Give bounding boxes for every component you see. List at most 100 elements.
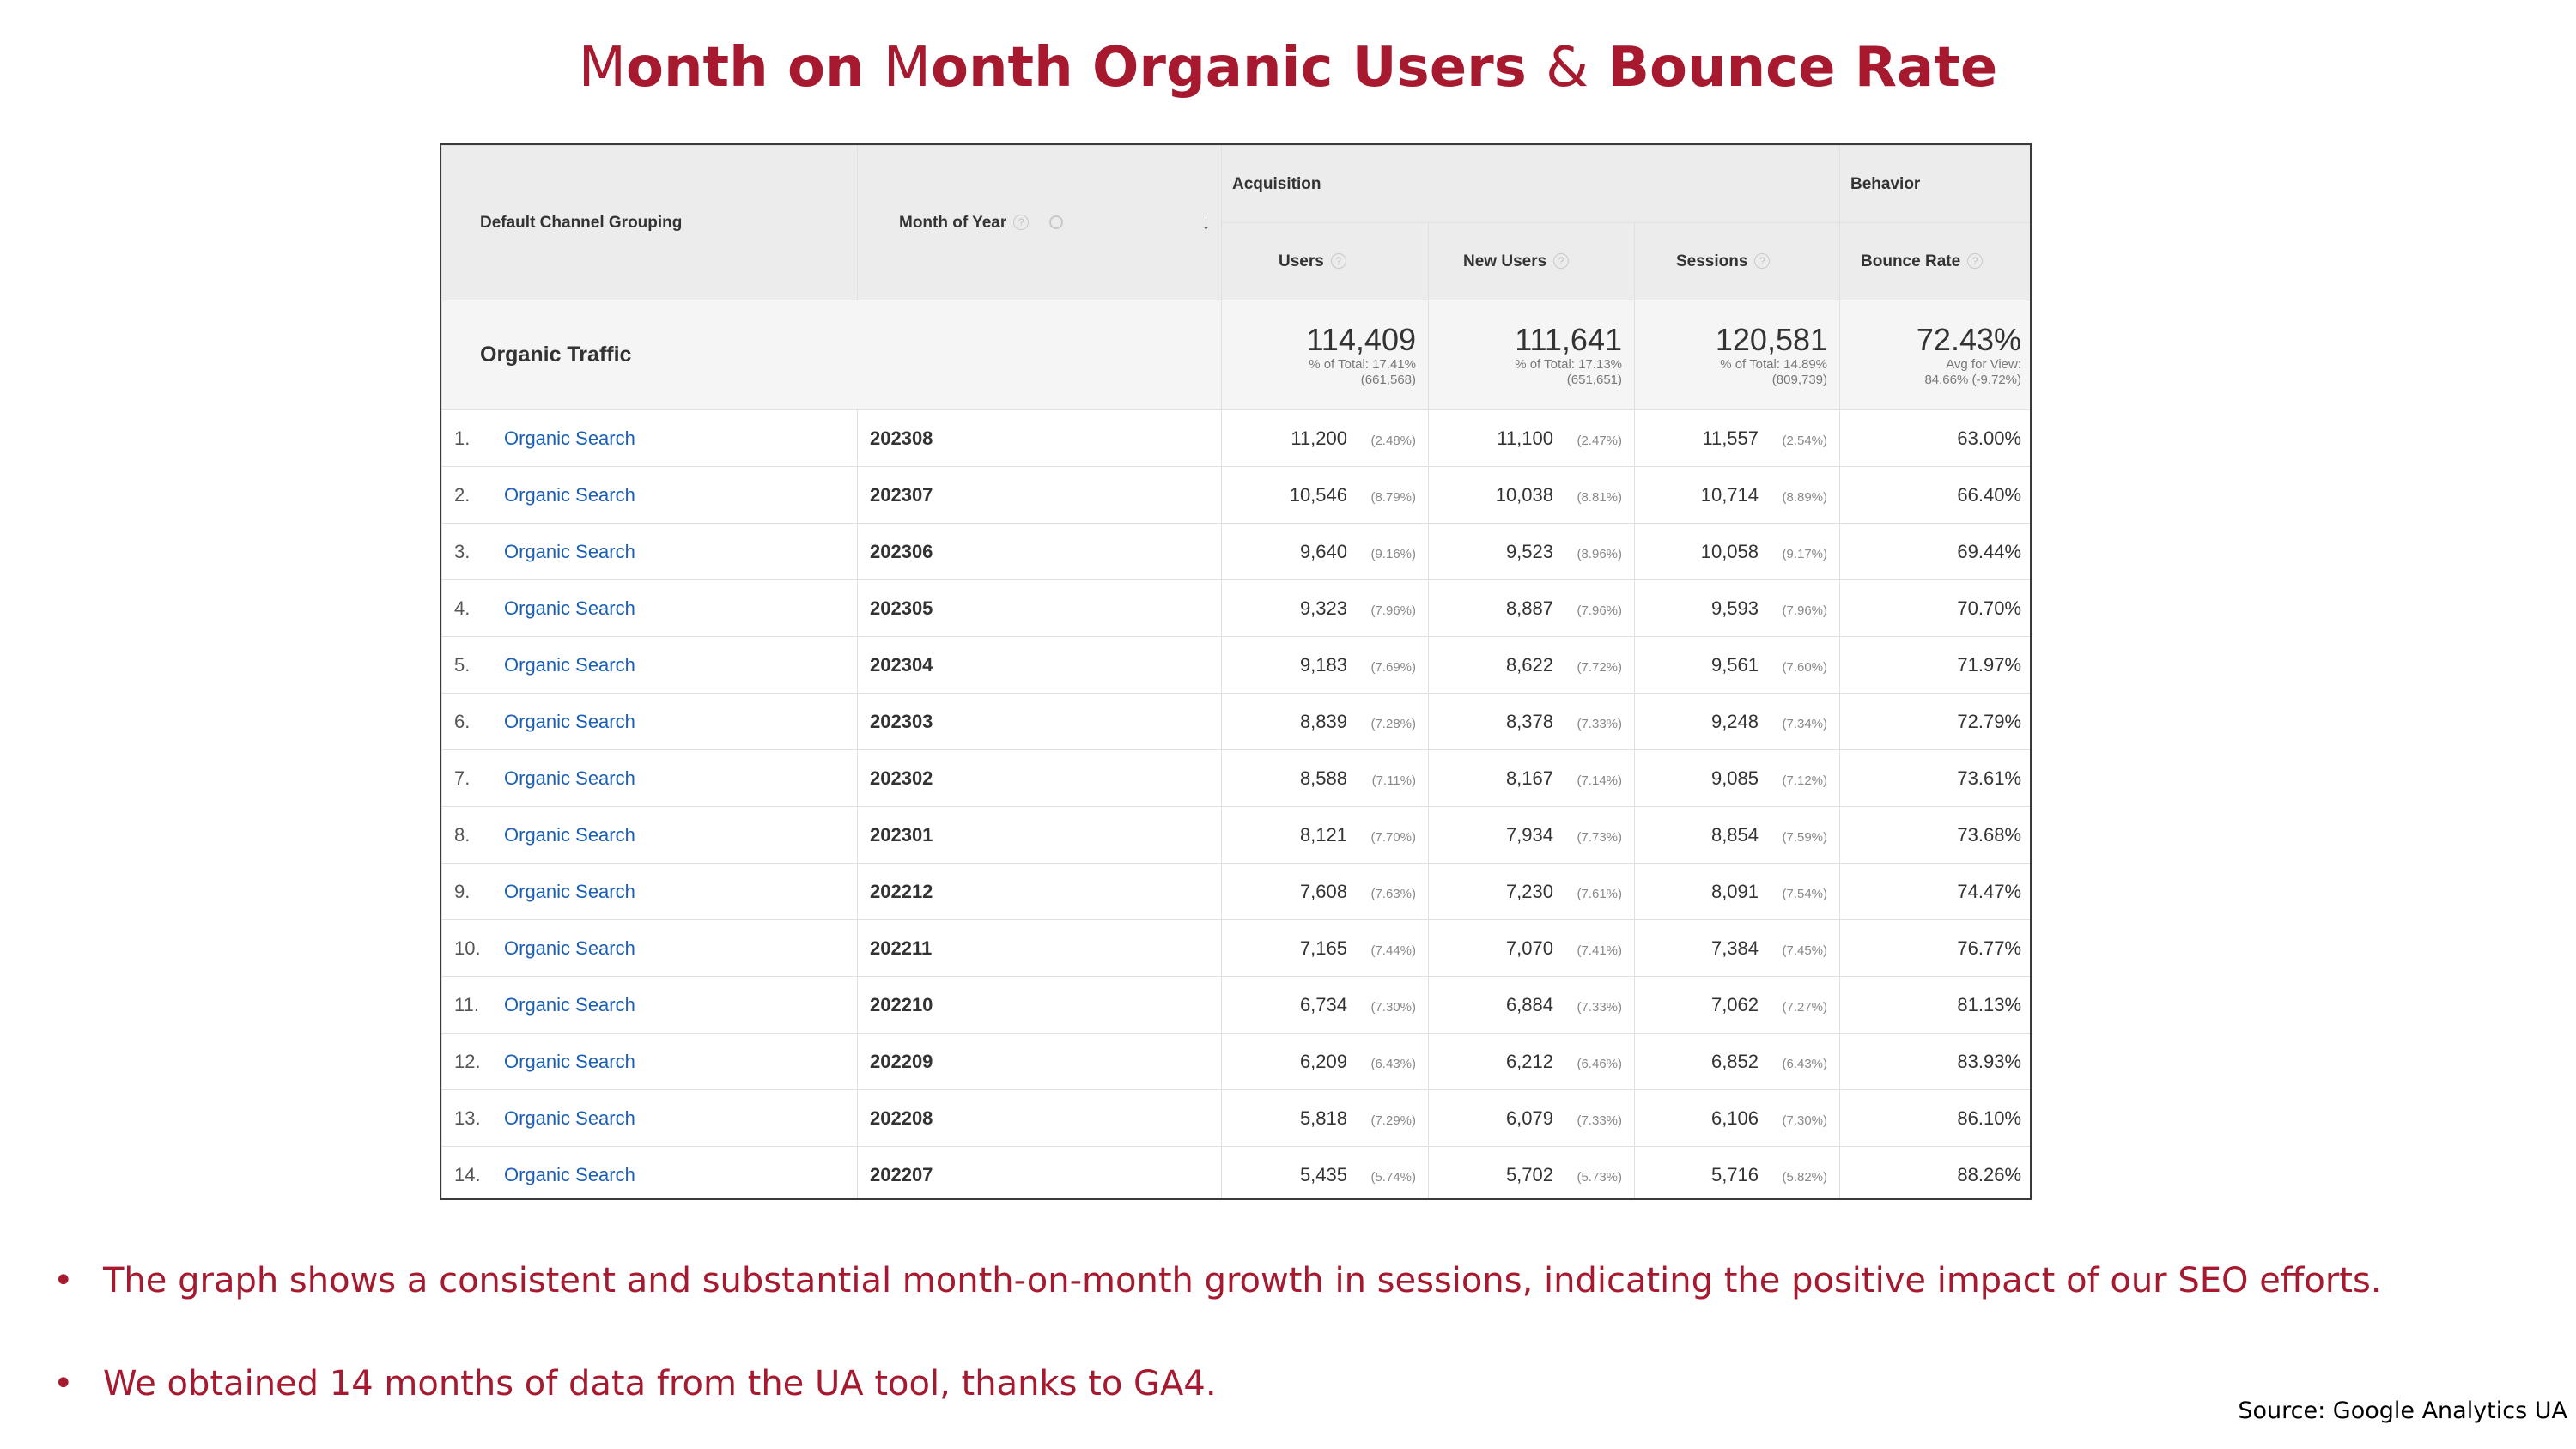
channel-cell: 10. Organic Search: [441, 919, 858, 977]
sessions-column-header[interactable]: Sessions?: [1633, 222, 1841, 300]
title-segment-1: onth on: [626, 36, 884, 100]
users-cell: 5,435 (5.74%): [1221, 1146, 1429, 1198]
channel-link[interactable]: Organic Search: [504, 597, 635, 619]
users-column-header[interactable]: Users?: [1221, 222, 1429, 300]
channel-link[interactable]: Organic Search: [504, 823, 635, 846]
bounce-rate-cell: 88.26%: [1839, 1146, 2030, 1198]
total-bounce-rate: 72.43% Avg for View: 84.66% (-9.72%): [1839, 300, 2030, 410]
new-users-cell: 8,378 (7.33%): [1428, 693, 1635, 750]
month-cell: 202301: [857, 806, 1222, 864]
channel-link[interactable]: Organic Search: [504, 767, 635, 789]
channel-link[interactable]: Organic Search: [504, 710, 635, 732]
bullet-item: • The graph shows a consistent and substa…: [53, 1253, 2543, 1308]
table-row: 6. Organic Search 202303 8,839 (7.28%) 8,378(…: [441, 693, 2030, 750]
month-cell: 202307: [857, 466, 1222, 524]
new-users-column-header[interactable]: New Users?: [1428, 222, 1635, 300]
new-users-cell: 8,622 (7.72%): [1428, 636, 1635, 694]
row-number: 13.: [454, 1106, 481, 1129]
table-row: 7. Organic Search 202302 8,588 (7.11%) 8,167(…: [441, 749, 2030, 807]
row-number: 12.: [454, 1050, 481, 1072]
row-number: 5.: [454, 653, 471, 676]
dimension-header[interactable]: Default Channel Grouping: [441, 145, 858, 300]
channel-cell: 2. Organic Search: [441, 466, 858, 524]
channel-link[interactable]: Organic Search: [504, 1050, 635, 1072]
row-number: 9.: [454, 880, 471, 902]
title-ampersand: &: [1546, 36, 1589, 100]
sessions-cell: 9,593 (7.96%): [1633, 579, 1841, 637]
channel-link[interactable]: Organic Search: [504, 1106, 635, 1129]
table-row: 13. Organic Search 202208 5,818 (7.29%) 6,079…: [441, 1089, 2030, 1147]
row-number: 6.: [454, 710, 471, 732]
help-icon[interactable]: ?: [1553, 253, 1570, 270]
source-note: Source: Google Analytics UA: [2238, 1397, 2567, 1424]
users-cell: 9,640 (9.16%): [1221, 523, 1429, 580]
month-cell: 202212: [857, 863, 1222, 920]
channel-link[interactable]: Organic Search: [504, 993, 635, 1016]
channel-link[interactable]: Organic Search: [504, 1163, 635, 1185]
row-number: 7.: [454, 767, 471, 789]
users-cell: 7,165 (7.44%): [1221, 919, 1429, 977]
table-row: 8. Organic Search 202301 8,121 (7.70%) 7,934(…: [441, 806, 2030, 864]
table-row: 12. Organic Search 202209 6,209 (6.43%) 6,212…: [441, 1033, 2030, 1090]
arrow-down-icon[interactable]: ↓: [1201, 211, 1211, 233]
bounce-rate-cell: 73.68%: [1839, 806, 2030, 864]
remove-dimension-icon[interactable]: [1049, 215, 1064, 230]
users-cell: 10,546 (8.79%): [1221, 466, 1429, 524]
users-cell: 9,323 (7.96%): [1221, 579, 1429, 637]
users-cell: 7,608 (7.63%): [1221, 863, 1429, 920]
row-number: 10.: [454, 937, 481, 959]
users-cell: 9,183 (7.69%): [1221, 636, 1429, 694]
bounce-rate-column-header[interactable]: Bounce Rate?: [1839, 222, 2030, 300]
row-number: 4.: [454, 597, 471, 619]
new-users-cell: 9,523 (8.96%): [1428, 523, 1635, 580]
channel-link[interactable]: Organic Search: [504, 427, 635, 449]
month-cell: 202305: [857, 579, 1222, 637]
analytics-report-table: Default Channel Grouping Month of Year? …: [440, 143, 2032, 1200]
table-row: 3. Organic Search 202306 9,640 (9.16%) 9,523(…: [441, 523, 2030, 580]
new-users-cell: 6,884 (7.33%): [1428, 976, 1635, 1034]
new-users-cell: 6,079 (7.33%): [1428, 1089, 1635, 1147]
totals-label: Organic Traffic: [441, 300, 1222, 410]
help-icon[interactable]: ?: [1013, 215, 1030, 231]
channel-cell: 8. Organic Search: [441, 806, 858, 864]
channel-cell: 1. Organic Search: [441, 409, 858, 467]
channel-link[interactable]: Organic Search: [504, 880, 635, 902]
new-users-cell: 7,230 (7.61%): [1428, 863, 1635, 920]
channel-link[interactable]: Organic Search: [504, 653, 635, 676]
sessions-cell: 5,716 (5.82%): [1633, 1146, 1841, 1198]
month-cell: 202211: [857, 919, 1222, 977]
sessions-cell: 8,091 (7.54%): [1633, 863, 1841, 920]
help-icon[interactable]: ?: [1967, 253, 1984, 270]
channel-link[interactable]: Organic Search: [504, 483, 635, 506]
sessions-cell: 9,085 (7.12%): [1633, 749, 1841, 807]
table-row: 14. Organic Search 202207 5,435 (5.74%) 5,702…: [441, 1146, 2030, 1198]
new-users-cell: 10,038 (8.81%): [1428, 466, 1635, 524]
bounce-rate-cell: 86.10%: [1839, 1089, 2030, 1147]
row-number: 1.: [454, 427, 471, 449]
table-row: 10. Organic Search 202211 7,165 (7.44%) 7,070…: [441, 919, 2030, 977]
users-cell: 8,839 (7.28%): [1221, 693, 1429, 750]
title-initial-m1: M: [578, 36, 626, 100]
channel-cell: 5. Organic Search: [441, 636, 858, 694]
channel-link[interactable]: Organic Search: [504, 540, 635, 562]
new-users-cell: 8,887 (7.96%): [1428, 579, 1635, 637]
bullet-dot: •: [53, 1364, 74, 1404]
bullet-dot: •: [53, 1261, 74, 1300]
month-cell: 202308: [857, 409, 1222, 467]
title-initial-m2: M: [883, 36, 931, 100]
channel-cell: 11. Organic Search: [441, 976, 858, 1034]
help-icon[interactable]: ?: [1330, 253, 1346, 270]
row-number: 3.: [454, 540, 471, 562]
month-cell: 202208: [857, 1089, 1222, 1147]
bullet-item: • We obtained 14 months of data from the …: [53, 1356, 2543, 1411]
help-icon[interactable]: ?: [1754, 253, 1771, 270]
sessions-cell: 6,106 (7.30%): [1633, 1089, 1841, 1147]
month-of-year-header[interactable]: Month of Year? ↓: [857, 145, 1222, 300]
channel-cell: 4. Organic Search: [441, 579, 858, 637]
total-sessions: 120,581 % of Total: 14.89% (809,739): [1633, 300, 1841, 410]
channel-link[interactable]: Organic Search: [504, 937, 635, 959]
new-users-cell: 5,702 (5.73%): [1428, 1146, 1635, 1198]
row-number: 11.: [454, 993, 479, 1016]
table-row: 9. Organic Search 202212 7,608 (7.63%) 7,230(…: [441, 863, 2030, 920]
table-row: 11. Organic Search 202210 6,734 (7.30%) 6,884…: [441, 976, 2030, 1034]
